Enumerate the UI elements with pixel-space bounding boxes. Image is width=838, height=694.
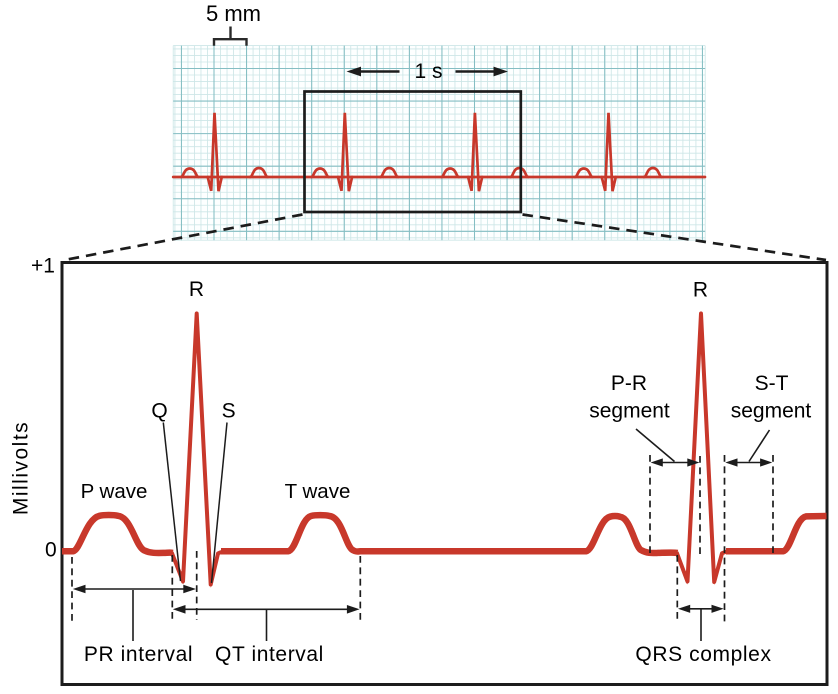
svg-text:QRS complex: QRS complex (635, 643, 771, 666)
svg-text:+1: +1 (31, 255, 55, 278)
svg-text:T wave: T wave (285, 480, 351, 503)
svg-text:R: R (189, 278, 204, 301)
svg-text:S: S (222, 400, 236, 423)
svg-text:1 s: 1 s (414, 60, 442, 83)
svg-text:R: R (693, 279, 708, 302)
svg-text:QT interval: QT interval (215, 643, 324, 666)
svg-text:Q: Q (151, 400, 167, 423)
svg-text:segment: segment (589, 400, 670, 423)
svg-text:0: 0 (45, 539, 57, 562)
svg-text:5 mm: 5 mm (206, 1, 261, 26)
svg-text:PR interval: PR interval (84, 643, 193, 666)
svg-text:P wave: P wave (81, 480, 148, 503)
svg-text:P-R: P-R (611, 372, 647, 395)
svg-text:segment: segment (731, 400, 812, 423)
svg-text:Millivolts: Millivolts (10, 421, 33, 515)
svg-text:S-T: S-T (755, 372, 789, 395)
